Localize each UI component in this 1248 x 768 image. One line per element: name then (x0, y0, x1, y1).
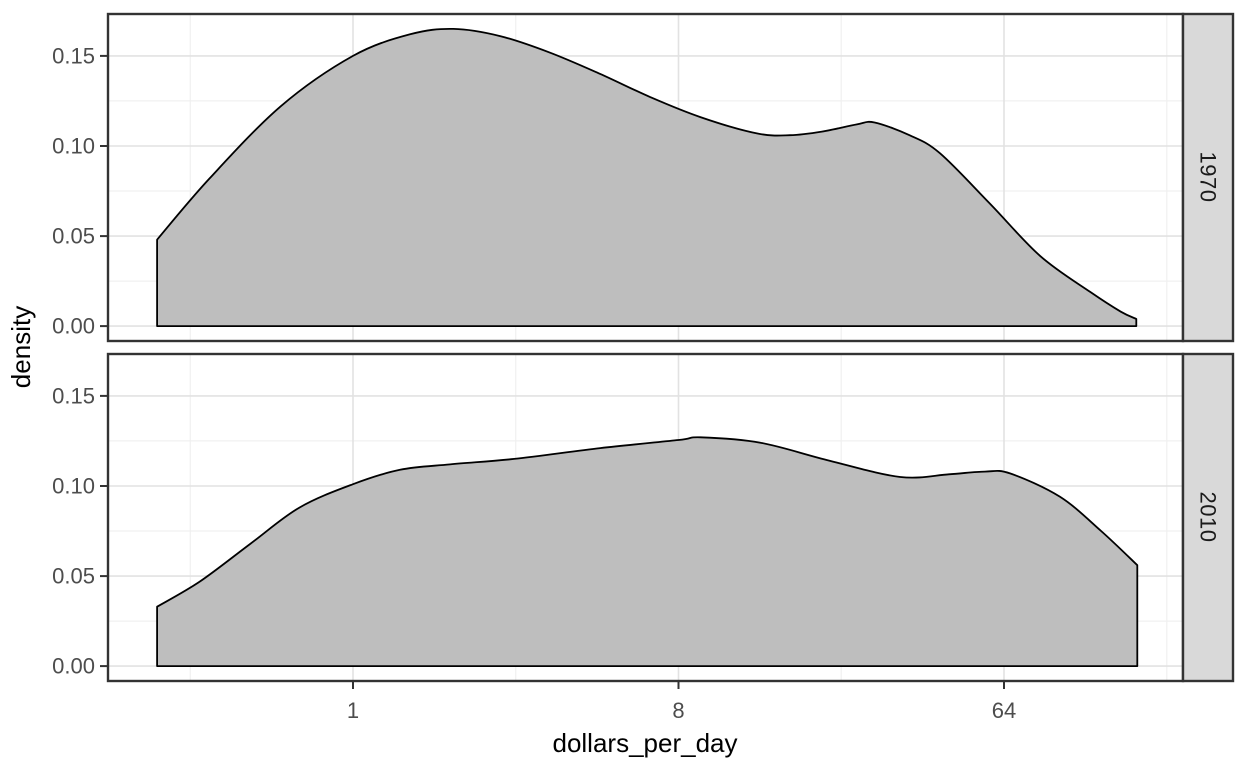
facet-strip-1970 (1181, 12, 1235, 343)
x-tick-label: 8 (672, 698, 684, 723)
facet-strip-label-1970: 1970 (1196, 152, 1221, 203)
y-tick-label: 0.15 (52, 383, 95, 408)
y-tick-label: 0.00 (52, 654, 95, 679)
y-tick-label: 0.05 (52, 564, 95, 589)
density-area-2010 (156, 436, 1139, 667)
facet-strip-2010 (1181, 352, 1235, 683)
x-tick-label: 1 (347, 698, 359, 723)
x-axis-title: dollars_per_day (552, 728, 737, 758)
y-tick-label: 0.10 (52, 134, 95, 159)
y-tick-label: 0.15 (52, 43, 95, 68)
y-tick-label: 0.00 (52, 314, 95, 339)
facet-strip-label-2010: 2010 (1196, 492, 1221, 543)
density-area-1970 (156, 27, 1138, 327)
y-axis-title: density (6, 306, 36, 388)
chart-render-root: 0.00 0.05 0.10 0.15 0.00 0.05 0.10 0.15 1 8 64 (52, 12, 1235, 723)
y-tick-label: 0.10 (52, 474, 95, 499)
x-tick-label: 64 (992, 698, 1016, 723)
y-tick-label: 0.05 (52, 224, 95, 249)
